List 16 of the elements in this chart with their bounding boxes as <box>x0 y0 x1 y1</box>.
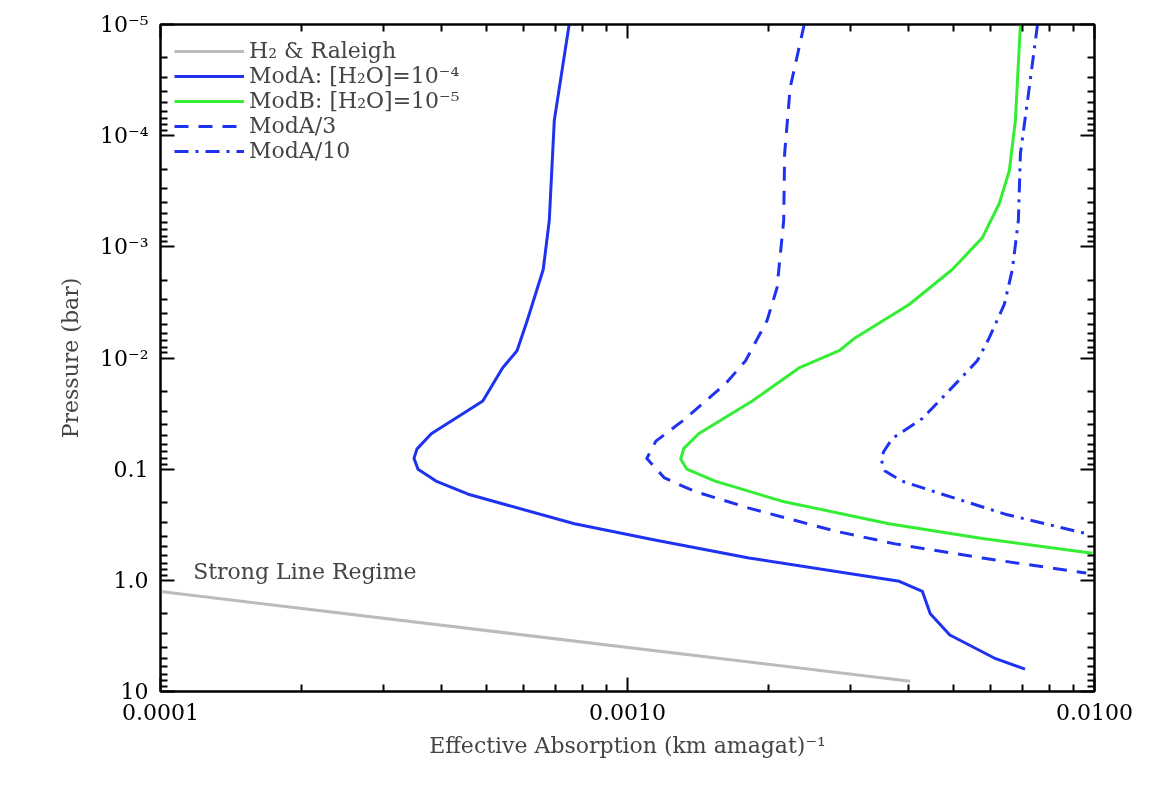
x-axis-title: Effective Absorption (km amagat)⁻¹ <box>429 732 826 758</box>
y-tick-label: 10⁻⁵ <box>100 12 149 37</box>
y-tick-label: 10⁻³ <box>100 234 149 260</box>
legend-label: ModA/10 <box>249 138 351 163</box>
y-tick-label: 1.0 <box>113 567 149 593</box>
annotation: Strong Line Regime <box>193 558 417 584</box>
x-tick-label: 0.0100 <box>1056 699 1133 725</box>
y-axis-title: Pressure (bar) <box>58 277 84 439</box>
x-tick-label: 0.0010 <box>589 699 666 725</box>
y-tick-label: 10⁻² <box>100 345 149 371</box>
legend-label: ModA/3 <box>249 113 337 138</box>
legend-label: ModA: [H₂O]=10⁻⁴ <box>249 63 460 88</box>
legend-label: H₂ & Raleigh <box>249 38 397 63</box>
y-tick-label: 0.1 <box>113 456 149 482</box>
y-tick-label: 10⁻⁴ <box>100 123 149 149</box>
legend-label: ModB: [H₂O]=10⁻⁵ <box>249 88 460 113</box>
